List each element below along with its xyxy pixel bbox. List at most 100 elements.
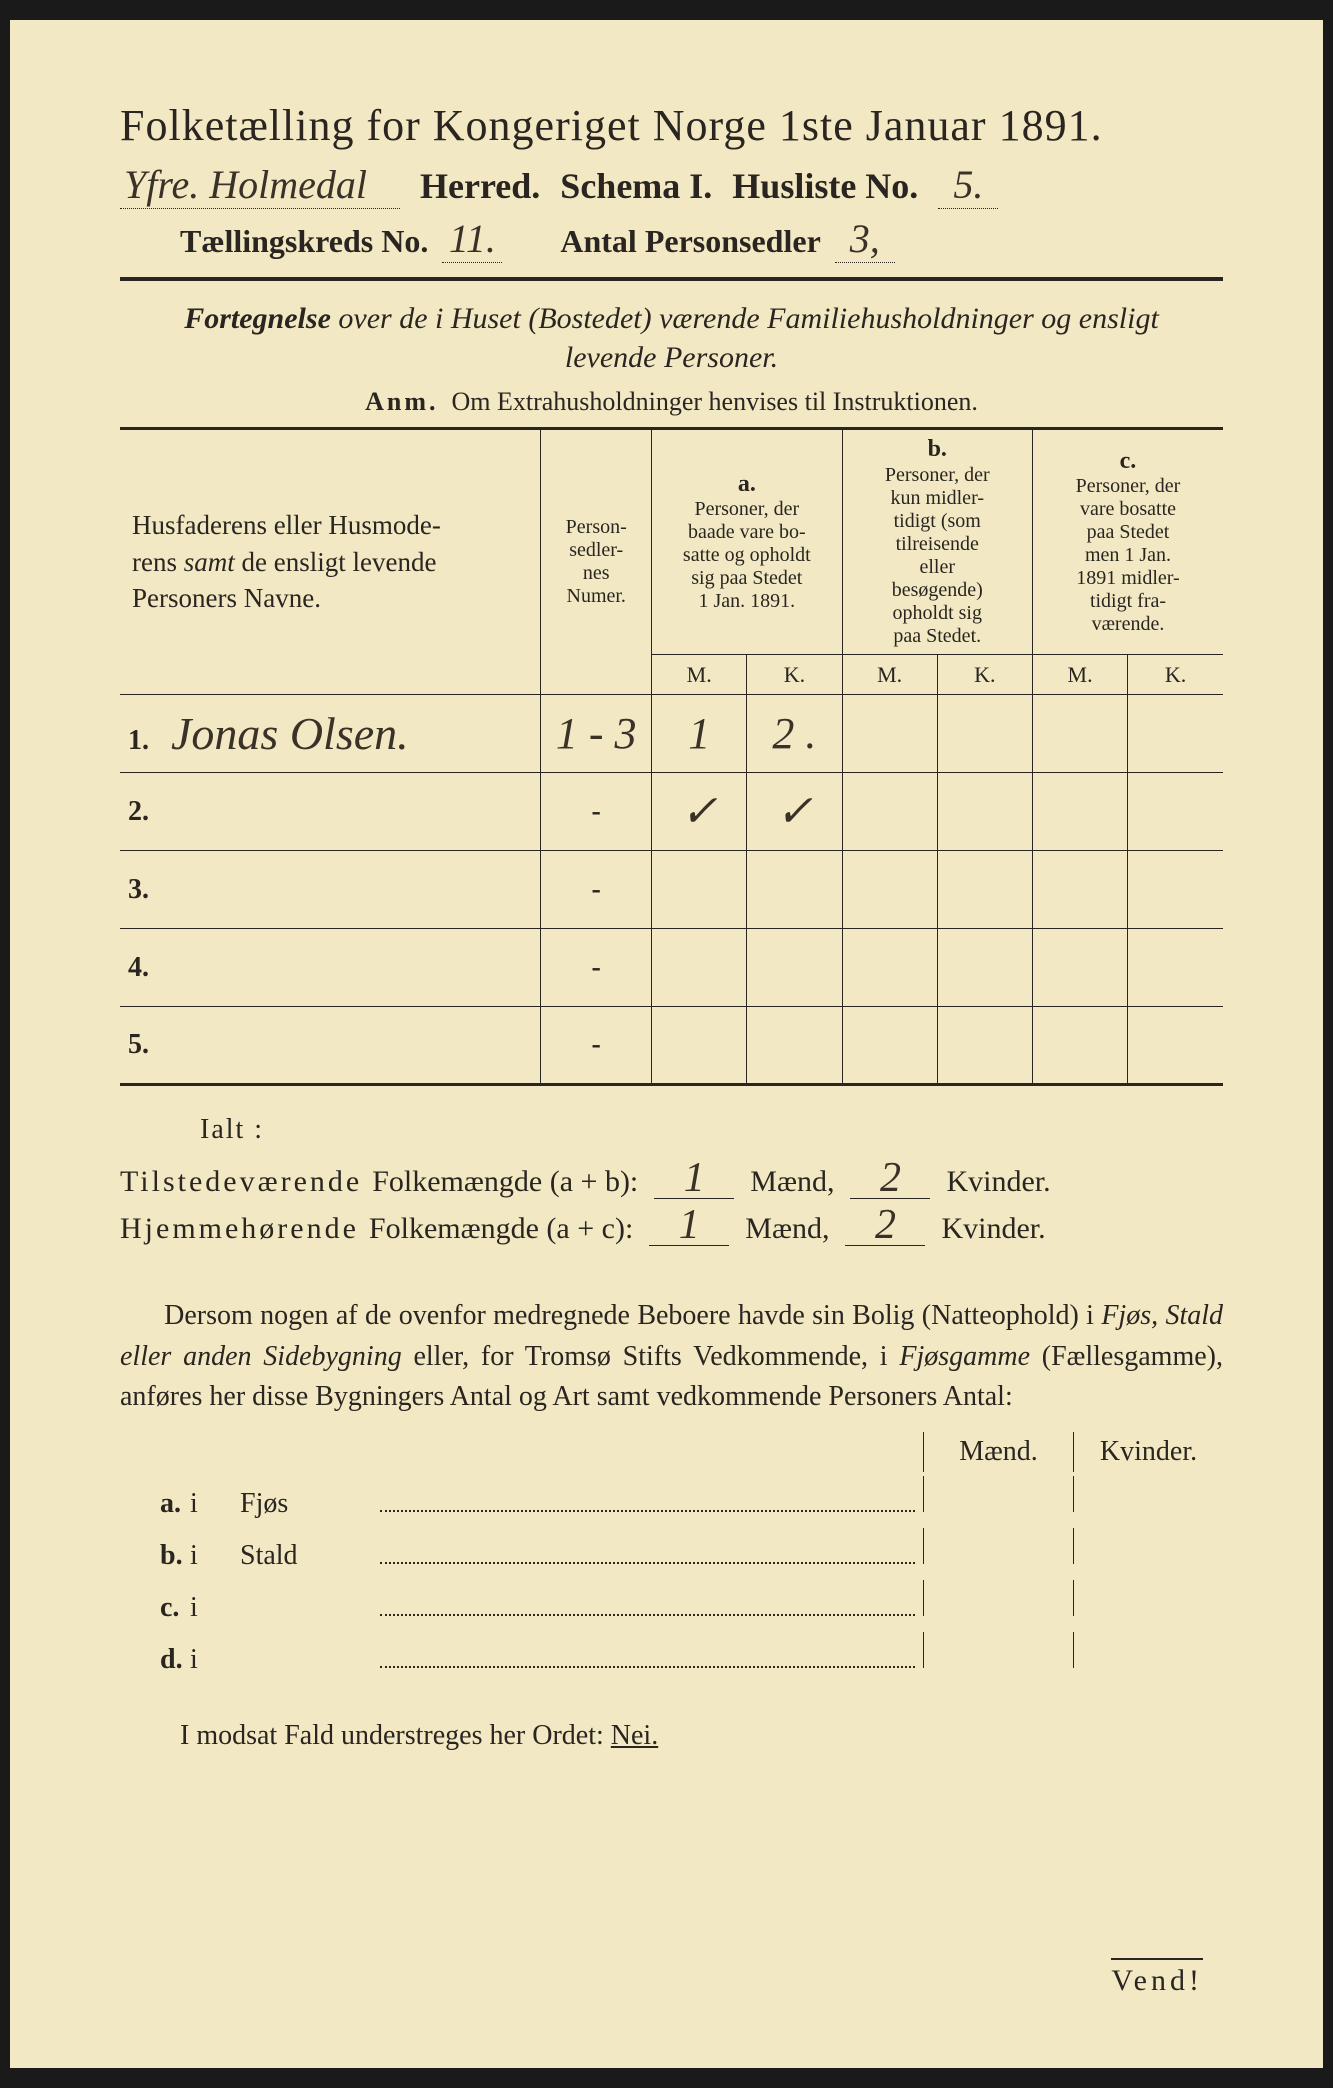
resident-label-b: Folkemængde (a + c): — [369, 1212, 633, 1246]
present-m: 1 — [654, 1160, 734, 1199]
herred-value: Yfre. Holmedal — [120, 161, 400, 209]
footer-line: I modsat Fald understreges her Ordet: Ne… — [120, 1720, 1223, 1752]
building-row: a.iFjøs — [120, 1472, 1223, 1524]
table-row: 2.-✓✓ — [120, 773, 1223, 851]
cell-cm — [1032, 929, 1127, 1007]
table-row: 4.- — [120, 929, 1223, 1007]
resident-label-a: Hjemmehørende — [120, 1212, 359, 1246]
cell-bm — [842, 929, 937, 1007]
cell-ck — [1128, 851, 1223, 929]
para-t2: eller, for Tromsø Stifts Vedkommende, i — [402, 1341, 900, 1372]
cell-ck — [1128, 695, 1223, 773]
cell-bm — [842, 1007, 937, 1085]
resident-m: 1 — [649, 1207, 729, 1246]
th-name: Husfaderens eller Husmode-rens samt de e… — [120, 429, 541, 695]
th-bk: K. — [937, 654, 1032, 695]
husliste-value: 5. — [938, 161, 998, 209]
cell-bk — [937, 1007, 1032, 1085]
cell-bk — [937, 773, 1032, 851]
cell-num: - — [541, 929, 652, 1007]
th-b-label: b. — [851, 436, 1024, 464]
mk-dots — [380, 1651, 915, 1668]
mk-dots — [380, 1547, 915, 1564]
mk-cells — [923, 1476, 1223, 1512]
cell-am: ✓ — [652, 773, 747, 851]
mk-dots — [380, 1599, 915, 1616]
cell-bm — [842, 773, 937, 851]
mk-maend: Mænd. — [923, 1432, 1073, 1472]
building-row: c.i — [120, 1576, 1223, 1628]
mk-i: i — [190, 1540, 240, 1572]
th-bm: M. — [842, 654, 937, 695]
cell-ck — [1128, 929, 1223, 1007]
divider — [120, 277, 1223, 281]
th-num: Person-sedler-nesNumer. — [541, 429, 652, 695]
cell-cm — [1032, 851, 1127, 929]
cell-name: 2. — [120, 773, 541, 851]
header-line-3: Tællingskreds No. 11. Antal Personsedler… — [180, 215, 1223, 263]
th-a: a. Personer, derbaade vare bo-satte og o… — [652, 429, 842, 655]
mk-i: i — [190, 1488, 240, 1520]
cell-ak — [747, 929, 842, 1007]
mk-i: i — [190, 1592, 240, 1624]
ialt-label: Ialt : — [200, 1114, 1223, 1146]
cell-ak — [747, 1007, 842, 1085]
cell-name: 3. — [120, 851, 541, 929]
cell-num: 1 - 3 — [541, 695, 652, 773]
th-ak: K. — [747, 654, 842, 695]
subtitle-rest: over de i Huset (Bostedet) værende Famil… — [331, 302, 1159, 335]
mk-header: Mænd. Kvinder. — [120, 1432, 1223, 1472]
cell-cm — [1032, 773, 1127, 851]
present-k: 2 — [850, 1160, 930, 1199]
building-paragraph: Dersom nogen af de ovenfor medregnede Be… — [120, 1296, 1223, 1418]
th-ck: K. — [1128, 654, 1223, 695]
main-title: Folketælling for Kongeriget Norge 1ste J… — [120, 100, 1223, 151]
cell-ak — [747, 851, 842, 929]
cell-num: - — [541, 773, 652, 851]
present-label-b: Folkemængde (a + b): — [372, 1165, 638, 1199]
antal-label: Antal Personsedler — [560, 223, 820, 260]
mk-name: Stald — [240, 1540, 380, 1572]
building-row: b.iStald — [120, 1524, 1223, 1576]
kreds-label: Tællingskreds No. — [180, 223, 428, 260]
maend-2: Mænd, — [745, 1212, 829, 1246]
schema-label: Schema I. — [560, 165, 712, 207]
cell-cm — [1032, 1007, 1127, 1085]
cell-ck — [1128, 773, 1223, 851]
cell-bk — [937, 929, 1032, 1007]
census-form-page: Folketælling for Kongeriget Norge 1ste J… — [10, 20, 1323, 2068]
mk-cells — [923, 1580, 1223, 1616]
main-table: Husfaderens eller Husmode-rens samt de e… — [120, 427, 1223, 1086]
maend-1: Mænd, — [750, 1165, 834, 1199]
th-c-label: c. — [1041, 448, 1215, 476]
cell-name: 4. — [120, 929, 541, 1007]
cell-ak: ✓ — [747, 773, 842, 851]
table-row: 1.Jonas Olsen.1 - 312 . — [120, 695, 1223, 773]
mk-name: Fjøs — [240, 1488, 380, 1520]
th-am: M. — [652, 654, 747, 695]
mk-kvinder: Kvinder. — [1073, 1432, 1223, 1472]
mk-dots — [380, 1495, 915, 1512]
anm-note: Anm. Om Extrahusholdninger henvises til … — [120, 387, 1223, 417]
subtitle: Fortegnelse over de i Huset (Bostedet) v… — [120, 299, 1223, 377]
kreds-value: 11. — [442, 215, 502, 263]
cell-ak: 2 . — [747, 695, 842, 773]
subtitle-bold: Fortegnelse — [184, 302, 331, 335]
cell-bk — [937, 695, 1032, 773]
cell-am — [652, 851, 747, 929]
building-table: Mænd. Kvinder. a.iFjøsb.iStaldc.id.i — [120, 1432, 1223, 1680]
th-a-label: a. — [660, 471, 833, 499]
footer-nei: Nei. — [611, 1720, 658, 1751]
cell-bk — [937, 851, 1032, 929]
th-cm: M. — [1032, 654, 1127, 695]
th-c: c. Personer, dervare bosattepaa Stedetme… — [1032, 429, 1223, 655]
mk-lbl: a. — [120, 1488, 190, 1520]
subtitle-line2: levende Personer. — [565, 341, 778, 374]
footer-text: I modsat Fald understreges her Ordet: — [180, 1720, 611, 1751]
cell-am — [652, 1007, 747, 1085]
cell-am — [652, 929, 747, 1007]
cell-bm — [842, 851, 937, 929]
present-label-a: Tilstedeværende — [120, 1165, 362, 1199]
cell-bm — [842, 695, 937, 773]
herred-label: Herred. — [420, 165, 540, 207]
